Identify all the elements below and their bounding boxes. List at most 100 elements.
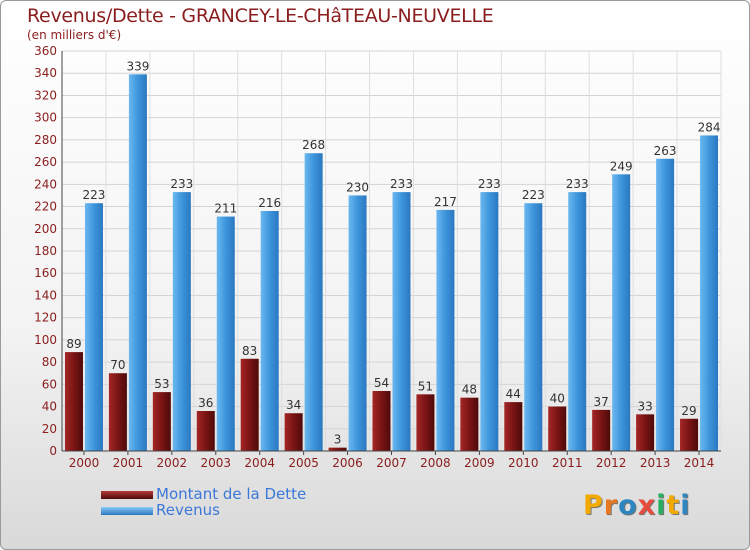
x-tick-label: 2013 [640,456,671,470]
value-label-debt: 29 [681,404,696,418]
value-label-revenue: 223 [522,188,545,202]
x-tick-label: 2005 [288,456,319,470]
value-label-debt: 83 [242,344,257,358]
value-label-debt: 54 [374,376,389,390]
bar-debt [152,392,171,451]
x-tick-label: 2002 [157,456,188,470]
value-label-debt: 34 [286,398,301,412]
value-label-debt: 70 [110,358,125,372]
x-tick-label: 2001 [113,456,144,470]
value-label-revenue: 230 [346,180,369,194]
bar-debt [240,358,259,451]
value-label-revenue: 211 [214,202,237,216]
y-tick-label: 0 [49,444,57,458]
value-label-revenue: 249 [610,159,633,173]
x-tick-label: 2000 [69,456,100,470]
x-tick-label: 2014 [684,456,715,470]
value-labels: 89 223 70 339 53 233 36 211 83 216 34 268 3 230 54 233 5… [66,59,720,446]
chart-subtitle: (en milliers d'€) [27,28,122,42]
bar-revenue [172,192,191,451]
bar-revenue [612,174,631,452]
value-label-revenue: 223 [83,188,106,202]
value-label-debt: 51 [418,379,433,393]
y-tick-label: 160 [34,266,57,280]
bar-revenue [348,195,367,451]
value-label-debt: 44 [506,387,521,401]
value-label-revenue: 263 [654,144,677,158]
legend-swatch-revenue [101,507,153,515]
bar-debt [636,414,655,451]
y-tick-label: 360 [34,44,57,58]
value-label-debt: 48 [462,383,477,397]
bar-debt [372,391,391,451]
y-tick-label: 140 [34,288,57,302]
x-tick-label: 2004 [244,456,275,470]
bar-debt [504,402,523,451]
bars-group [64,74,719,452]
value-label-debt: 33 [637,399,652,413]
logo-letter: t [666,490,681,521]
x-tick-label: 2012 [596,456,627,470]
value-label-debt: 89 [66,337,81,351]
y-tick-label: 180 [34,244,57,258]
value-label-debt: 40 [550,392,565,406]
bar-debt [548,406,567,451]
bar-revenue [656,158,675,451]
axes: 0 20 40 60 80 100 120 140 160 180 200 220 240 260 280 3… [34,44,721,470]
bar-debt [592,409,611,451]
value-label-revenue: 233 [390,177,413,191]
y-tick-label: 120 [34,311,57,325]
value-label-revenue: 217 [434,195,457,209]
value-label-revenue: 233 [170,177,193,191]
legend-label-revenue: Revenus [156,501,220,519]
bar-debt [328,447,347,451]
y-tick-label: 340 [34,66,57,80]
logo-letter: x [637,490,657,521]
value-label-revenue: 233 [566,177,589,191]
value-label-debt: 3 [334,433,342,447]
bar-revenue [128,74,147,451]
value-label-debt: 53 [154,377,169,391]
bar-revenue [524,203,543,451]
bar-revenue [304,153,323,451]
x-tick-label: 2006 [332,456,363,470]
y-tick-label: 280 [34,133,57,147]
bar-debt [64,352,83,451]
logo-letter: i [680,490,691,521]
logo-letter: P [583,490,604,521]
bar-debt [196,411,215,451]
bar-revenue [568,192,587,451]
x-tick-label: 2003 [200,456,231,470]
x-tick-label: 2009 [464,456,495,470]
logo-letter: i [656,490,667,521]
y-tick-label: 300 [34,111,57,125]
y-tick-label: 80 [42,355,57,369]
value-label-revenue: 216 [258,196,281,210]
proxiti-logo: Proxiti [583,490,691,521]
y-tick-label: 200 [34,222,57,236]
x-tick-label: 2011 [552,456,583,470]
x-tick-label: 2008 [420,456,451,470]
y-tick-label: 260 [34,155,57,169]
y-tick-label: 240 [34,177,57,191]
chart-title: Revenus/Dette - GRANCEY-LE-CHâTEAU-NEUVE… [27,5,494,27]
bar-revenue [260,211,279,451]
logo-letter: o [618,490,638,521]
value-label-revenue: 233 [478,177,501,191]
value-label-revenue: 339 [126,59,149,73]
value-label-debt: 37 [594,395,609,409]
bar-debt [416,394,435,451]
legend-swatch-debt [101,491,153,499]
y-tick-label: 320 [34,88,57,102]
bar-debt [108,373,127,451]
legend-label-debt: Montant de la Dette [156,485,307,503]
y-tick-label: 40 [42,400,57,414]
bar-debt [680,418,699,451]
y-tick-label: 100 [34,333,57,347]
bar-revenue [392,192,411,451]
value-label-revenue: 284 [698,120,721,134]
bar-revenue [436,209,455,451]
y-tick-label: 60 [42,377,57,391]
